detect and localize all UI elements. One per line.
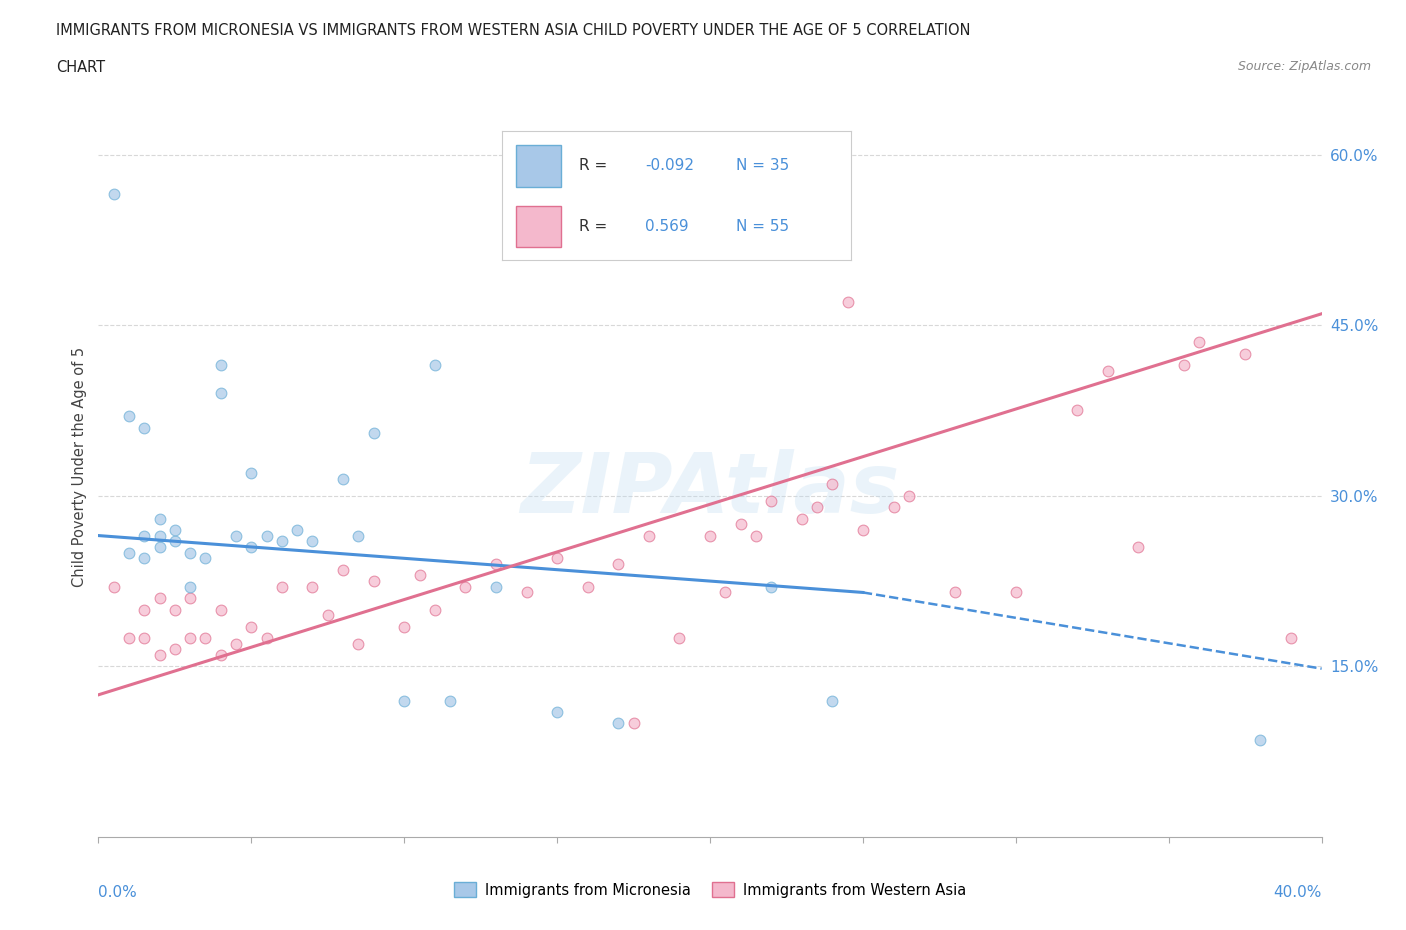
Point [194,551,217,565]
Point [714,585,737,600]
Point [392,693,416,708]
Point [699,528,721,543]
Legend: Immigrants from Micronesia, Immigrants from Western Asia: Immigrants from Micronesia, Immigrants f… [449,877,972,904]
Point [118,545,141,560]
Point [163,523,186,538]
Text: CHART: CHART [56,60,105,75]
Point [225,528,247,543]
Point [883,499,905,514]
Point [1173,357,1195,372]
Point [607,716,630,731]
Point [607,556,630,571]
Point [1234,346,1257,361]
Point [347,528,370,543]
Point [301,579,323,594]
Point [423,357,446,372]
Text: 40.0%: 40.0% [1274,885,1322,900]
Point [730,517,752,532]
Point [134,602,156,617]
Y-axis label: Child Poverty Under the Age of 5: Child Poverty Under the Age of 5 [72,347,87,588]
Point [943,585,966,600]
Point [821,477,844,492]
Point [256,631,278,645]
Text: IMMIGRANTS FROM MICRONESIA VS IMMIGRANTS FROM WESTERN ASIA CHILD POVERTY UNDER T: IMMIGRANTS FROM MICRONESIA VS IMMIGRANTS… [56,23,970,38]
Point [1249,733,1271,748]
Point [285,523,308,538]
Point [759,494,782,509]
Point [852,523,875,538]
Point [163,642,186,657]
Point [270,579,292,594]
Point [837,295,859,310]
Point [134,551,156,565]
Point [179,545,201,560]
Point [745,528,768,543]
Point [363,426,385,441]
Point [103,579,125,594]
Text: ZIPAtlas: ZIPAtlas [520,449,900,530]
Point [821,693,844,708]
Point [209,357,232,372]
Point [759,579,782,594]
Point [316,608,339,623]
Point [790,512,813,526]
Point [546,551,568,565]
Point [256,528,278,543]
Point [209,647,232,662]
Point [240,466,263,481]
Point [149,591,172,605]
Point [1128,539,1150,554]
Point [546,704,568,719]
Point [301,534,323,549]
Point [225,636,247,651]
Point [134,631,156,645]
Point [1188,335,1211,350]
Point [149,539,172,554]
Point [1279,631,1302,645]
Point [103,187,125,202]
Point [637,528,661,543]
Point [194,631,217,645]
Point [118,631,141,645]
Point [240,539,263,554]
Point [576,579,599,594]
Point [423,602,446,617]
Point [332,472,354,486]
Text: 0.0%: 0.0% [98,885,138,900]
Point [179,591,201,605]
Point [134,420,156,435]
Point [149,512,172,526]
Point [485,579,508,594]
Point [118,408,141,423]
Point [270,534,292,549]
Point [485,556,508,571]
Point [332,563,354,578]
Point [1066,403,1088,418]
Point [1097,364,1119,379]
Point [149,528,172,543]
Point [134,528,156,543]
Point [240,619,263,634]
Point [163,534,186,549]
Point [668,631,690,645]
Point [439,693,461,708]
Point [392,619,416,634]
Point [179,579,201,594]
Point [516,585,538,600]
Text: Source: ZipAtlas.com: Source: ZipAtlas.com [1237,60,1371,73]
Point [408,568,430,583]
Point [1004,585,1026,600]
Point [163,602,186,617]
Point [179,631,201,645]
Point [209,386,232,401]
Point [347,636,370,651]
Point [897,488,920,503]
Point [806,499,828,514]
Point [363,574,385,589]
Point [454,579,477,594]
Point [623,716,645,731]
Point [209,602,232,617]
Point [149,647,172,662]
